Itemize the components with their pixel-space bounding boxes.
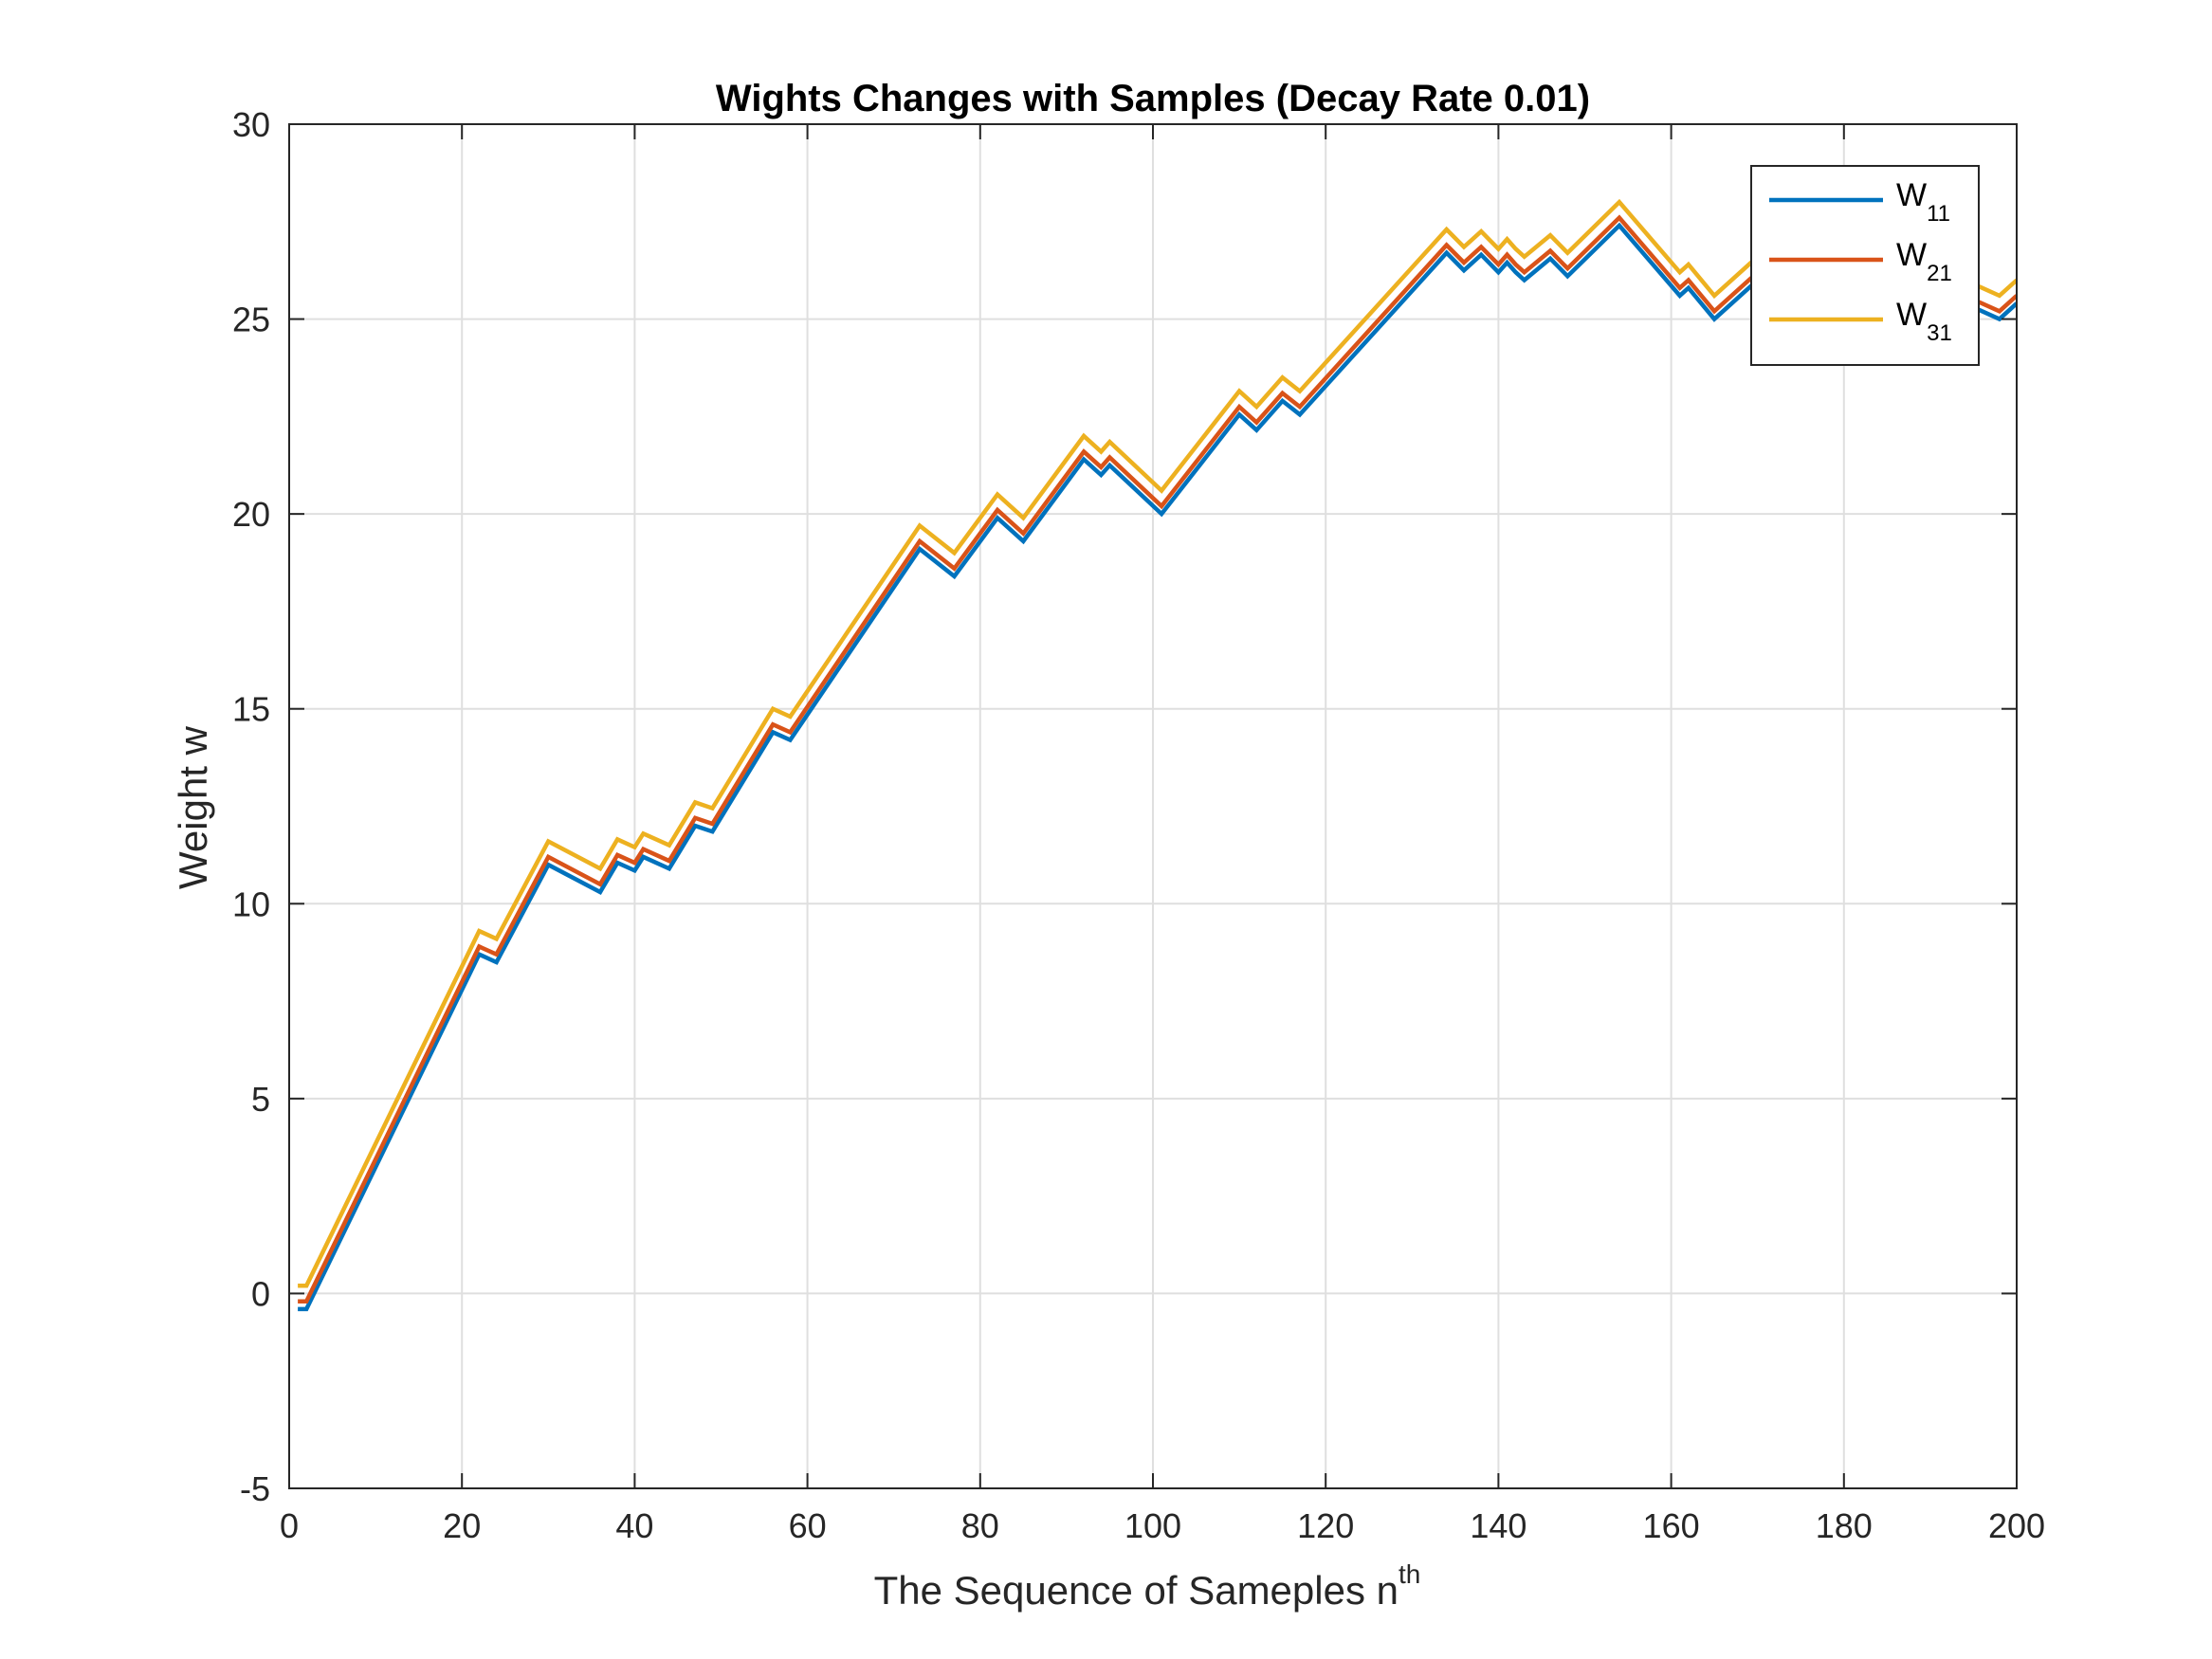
x-tick-label: 0 <box>280 1506 299 1545</box>
x-tick-label: 140 <box>1470 1506 1526 1545</box>
x-tick-labels: 0 20 40 60 80 100 120 140 160 180 200 <box>280 1506 2045 1545</box>
x-tick-label: 60 <box>789 1506 827 1545</box>
series-lines <box>298 198 2017 1312</box>
y-tick-label: 10 <box>232 884 270 923</box>
x-tick-label: 20 <box>443 1506 481 1545</box>
y-tick-labels: -5 0 5 10 15 20 25 30 <box>232 105 270 1508</box>
chart-title: Wights Changes with Samples (Decay Rate … <box>716 78 1590 119</box>
x-tick-label: 160 <box>1643 1506 1700 1545</box>
x-tick-label: 80 <box>961 1506 999 1545</box>
x-tick-label: 120 <box>1297 1506 1354 1545</box>
y-tick-label: 15 <box>232 690 270 729</box>
series-line-w11 <box>298 222 2017 1312</box>
legend-label-w11: W11 <box>1896 177 1950 227</box>
y-tick-label: 20 <box>232 495 270 534</box>
y-tick-label: -5 <box>240 1469 270 1508</box>
legend-label-w31: W31 <box>1896 297 1952 346</box>
y-axis-label: Weight w <box>171 725 215 889</box>
x-tick-label: 200 <box>1988 1506 2045 1545</box>
y-tick-label: 25 <box>232 301 270 339</box>
x-axis-label: The Sequence of Sameples nth <box>874 1559 1421 1613</box>
x-axis-label-superscript: th <box>1398 1559 1420 1589</box>
axis-ticks <box>288 123 2018 1489</box>
y-tick-label: 30 <box>232 105 270 144</box>
y-tick-label: 5 <box>251 1080 270 1119</box>
legend: W11 W21 W31 <box>1750 165 1980 366</box>
x-tick-label: 40 <box>615 1506 653 1545</box>
x-tick-label: 180 <box>1816 1506 1873 1545</box>
legend-label-w21: W21 <box>1896 237 1952 286</box>
series-line-w31 <box>298 198 2017 1288</box>
series-line-w21 <box>298 214 2017 1304</box>
y-tick-label: 0 <box>251 1274 270 1313</box>
x-tick-label: 100 <box>1124 1506 1181 1545</box>
